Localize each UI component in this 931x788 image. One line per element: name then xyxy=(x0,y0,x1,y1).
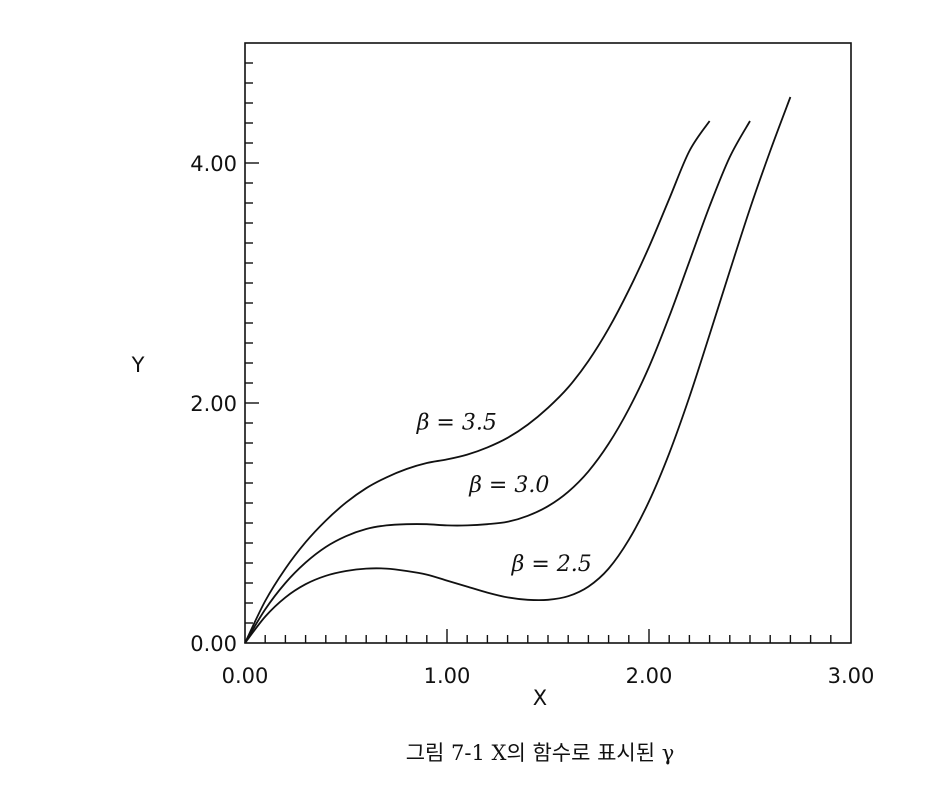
curves-layer xyxy=(244,96,792,644)
x-tick-label: 0.00 xyxy=(222,664,269,688)
curve-annotation-1: β = 3.5 xyxy=(416,410,497,435)
y-tick-label: 0.00 xyxy=(190,632,237,656)
curve-annotation-3: β = 2.5 xyxy=(511,552,592,577)
ticks-layer: 0.00 1.00 2.00 3.00 0.00 2.00 4.00 xyxy=(190,62,875,688)
series-line-2 xyxy=(244,120,751,644)
labels-layer: β = 3.5 β = 3.0 β = 2.5 xyxy=(416,410,592,577)
y-tick-label: 4.00 xyxy=(190,152,237,176)
x-tick-label: 3.00 xyxy=(828,664,875,688)
curve-annotation-2: β = 3.0 xyxy=(468,473,549,498)
y-axis-label: Y xyxy=(131,353,145,377)
series-line-1 xyxy=(244,120,711,644)
x-axis-label: X xyxy=(533,686,547,710)
series-line-3 xyxy=(244,96,792,644)
y-tick-label: 2.00 xyxy=(190,392,237,416)
x-tick-label: 2.00 xyxy=(626,664,673,688)
figure-caption: 그림 7-1 X의 함수로 표시된 γ xyxy=(406,741,675,765)
x-tick-label: 1.00 xyxy=(424,664,471,688)
